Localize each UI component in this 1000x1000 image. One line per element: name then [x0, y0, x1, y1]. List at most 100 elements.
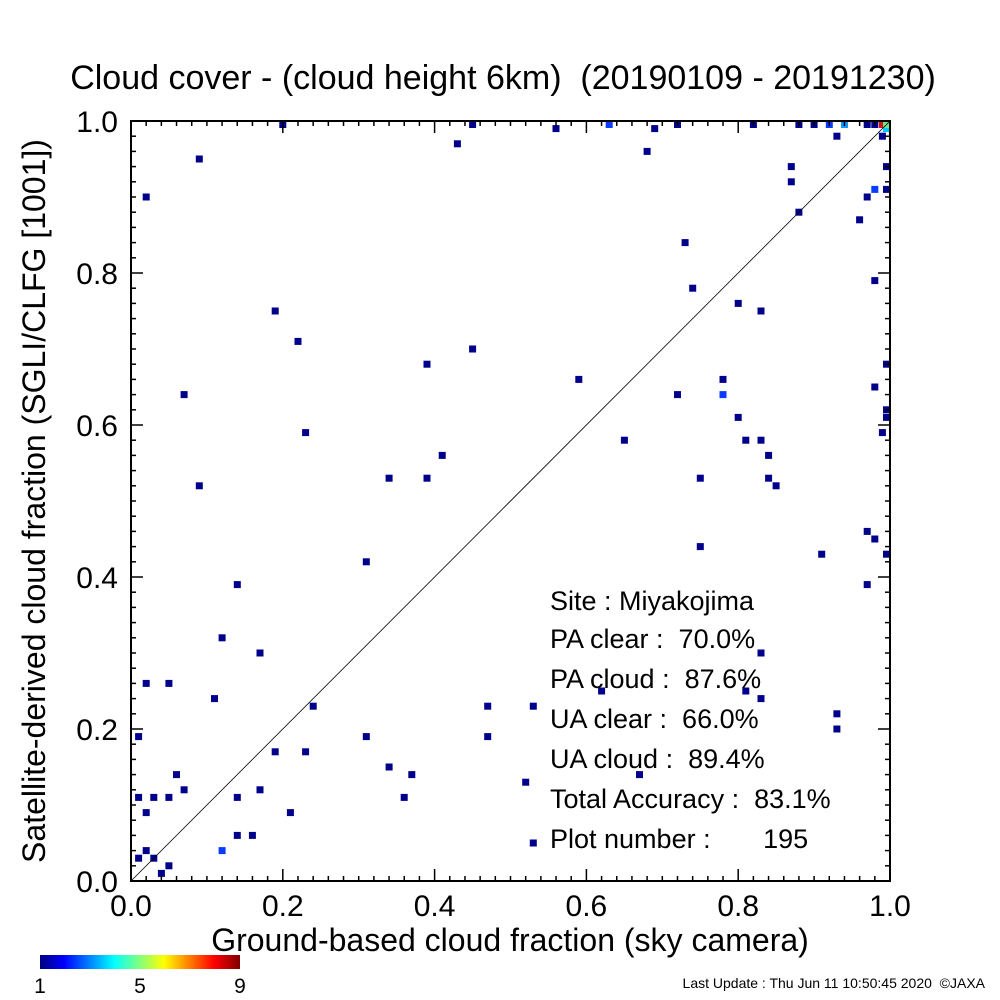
stats-site: Site : Miyakojima — [550, 586, 755, 616]
scatter-point-46 — [469, 345, 477, 353]
scatter-point-74 — [757, 436, 765, 444]
stats-plot-number: Plot number : 195 — [550, 824, 808, 854]
scatter-point-23 — [233, 793, 241, 801]
scatter-point-40 — [408, 771, 416, 779]
colorbar-min-label: 1 — [34, 975, 46, 998]
scatter-point-62 — [681, 239, 689, 247]
scatter-point-101 — [878, 132, 886, 140]
x-tick-labels: 0.0 0.2 0.4 0.6 0.8 1.0 — [110, 890, 911, 923]
scatter-point-95 — [863, 121, 871, 128]
stats-pa-clear: PA clear : 70.0% — [550, 624, 755, 654]
stats-box: Site : Miyakojima PA clear : 70.0% PA cl… — [550, 586, 831, 854]
scatter-point-7 — [165, 793, 173, 801]
scatter-point-97 — [871, 277, 879, 285]
scatter-point-103 — [878, 121, 886, 128]
scatter-point-111 — [883, 550, 890, 558]
scatter-point-57 — [636, 771, 643, 779]
scatter-point-24 — [256, 786, 264, 794]
scatter-point-41 — [423, 360, 431, 368]
y-axis-label: Satellite-derived cloud fraction (SGLI/C… — [16, 139, 52, 863]
x-tick-label: 0.2 — [262, 890, 304, 923]
scatter-point-1 — [142, 847, 150, 855]
y-tick-label: 0.6 — [76, 410, 118, 443]
scatter-point-33 — [302, 429, 310, 437]
scatter-point-75 — [765, 451, 773, 459]
scatter-point-21 — [233, 831, 241, 839]
scatter-point-65 — [696, 543, 704, 551]
scatter-point-18 — [211, 695, 218, 703]
scatter-point-79 — [757, 695, 765, 703]
last-update-text: Last Update : Thu Jun 11 10:50:45 2020 ©… — [683, 975, 986, 991]
scatter-point-30 — [309, 702, 317, 710]
x-tick-label: 0.4 — [414, 890, 456, 923]
scatter-point-96 — [871, 185, 879, 193]
scatter-point-98 — [871, 383, 879, 391]
scatter-point-52 — [552, 125, 560, 133]
scatter-point-93 — [863, 527, 871, 535]
scatter-point-63 — [689, 284, 697, 292]
x-tick-label: 1.0 — [869, 890, 911, 923]
scatter-point-27 — [271, 748, 279, 756]
scatter-point-45 — [469, 121, 477, 128]
scatter-point-47 — [484, 702, 492, 710]
scatter-point-12 — [142, 679, 150, 687]
scatter-point-25 — [233, 581, 241, 589]
scatter-point-50 — [529, 702, 537, 710]
scatter-point-13 — [165, 679, 173, 687]
x-tick-label: 0.8 — [717, 890, 759, 923]
scatter-point-37 — [385, 474, 393, 482]
y-tick-label: 0.2 — [76, 714, 118, 747]
scatter-point-22 — [248, 831, 256, 839]
stats-ua-cloud: UA cloud : 89.4% — [550, 744, 765, 774]
scatter-point-70 — [742, 436, 750, 444]
colorbar-mid-label: 5 — [134, 975, 146, 998]
scatter-point-15 — [195, 155, 203, 163]
scatter-point-36 — [362, 733, 370, 741]
scatter-point-107 — [883, 185, 890, 193]
colorbar-gradient — [40, 955, 240, 969]
scatter-point-6 — [150, 793, 158, 801]
scatter-point-99 — [871, 535, 879, 543]
scatter-point-51 — [529, 839, 537, 847]
scatter-point-73 — [757, 307, 765, 315]
scatter-point-80 — [787, 163, 795, 171]
scatter-point-88 — [833, 710, 841, 718]
scatter-point-9 — [173, 771, 180, 779]
scatter-point-110 — [883, 413, 890, 421]
x-tick-label: 0.0 — [110, 890, 152, 923]
scatter-point-71 — [742, 687, 750, 695]
scatter-point-42 — [423, 474, 431, 482]
scatter-point-16 — [180, 391, 188, 399]
scatter-point-17 — [195, 482, 203, 490]
scatter-point-44 — [453, 140, 461, 148]
colorbar: 1 5 9 — [34, 955, 246, 998]
scatter-point-92 — [863, 193, 871, 201]
scatter-point-20 — [218, 847, 226, 855]
scatter-point-29 — [302, 748, 310, 756]
scatter-point-35 — [362, 558, 370, 566]
scatter-point-102 — [878, 429, 886, 437]
scatter-point-5 — [135, 793, 143, 801]
scatter-point-43 — [438, 451, 446, 459]
scatter-point-56 — [620, 436, 628, 444]
scatter-point-60 — [674, 391, 681, 399]
scatter-point-4 — [165, 862, 173, 870]
scatter-point-39 — [400, 793, 408, 801]
scatter-point-104 — [883, 125, 890, 133]
scatter-point-32 — [294, 337, 302, 345]
scatter-point-81 — [787, 178, 795, 186]
scatter-point-67 — [719, 391, 727, 399]
scatter-point-94 — [863, 581, 871, 589]
x-tick-label: 0.6 — [566, 890, 608, 923]
one-to-one-line — [130, 120, 891, 882]
scatter-point-31 — [271, 307, 279, 315]
scatter-point-3 — [157, 869, 165, 877]
stats-pa-cloud: PA cloud : 87.6% — [550, 664, 761, 694]
chart-title: Cloud cover - (cloud height 6km) (201901… — [70, 59, 936, 97]
scatter-point-48 — [484, 733, 492, 741]
scatter-point-64 — [696, 474, 704, 482]
y-tick-label: 1.0 — [76, 106, 118, 139]
scatter-point-85 — [818, 550, 826, 558]
scatter-point-38 — [385, 763, 393, 771]
